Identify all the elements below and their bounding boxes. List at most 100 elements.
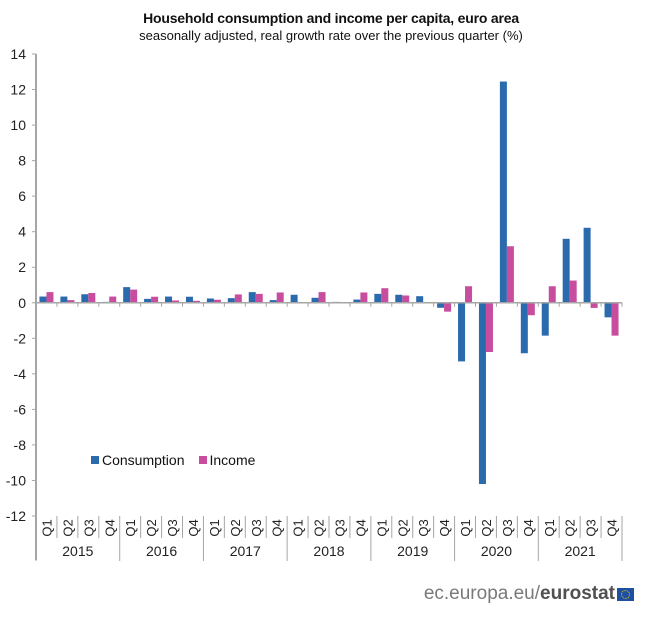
quarter-label: Q4: [605, 519, 620, 536]
bar-income: [444, 302, 452, 312]
bar-consumption: [311, 297, 319, 303]
y-tick-label: 14: [10, 46, 26, 62]
bar-consumption: [395, 294, 403, 303]
quarter-label: Q4: [353, 519, 368, 536]
bar-income: [109, 296, 117, 303]
quarter-label: Q1: [458, 519, 473, 536]
quarter-label: Q1: [123, 519, 138, 536]
y-tick-label: 6: [18, 188, 26, 204]
bar-consumption: [269, 300, 277, 303]
bar-consumption: [437, 302, 445, 308]
bar-consumption: [541, 302, 549, 336]
y-tick-label: 2: [18, 259, 26, 275]
chart-subtitle: seasonally adjusted, real growth rate ov…: [139, 28, 523, 43]
year-label: 2015: [62, 543, 93, 559]
bar-consumption: [123, 287, 131, 303]
bar-consumption: [60, 296, 68, 303]
year-label: 2016: [146, 543, 177, 559]
legend-swatch-income: [198, 456, 207, 464]
bar-income: [381, 288, 389, 303]
legend-label-consumption: Consumption: [102, 452, 185, 468]
y-tick-label: 0: [18, 295, 26, 311]
bar-income: [192, 300, 200, 303]
quarter-label: Q2: [60, 519, 75, 536]
bar-consumption: [39, 296, 47, 303]
y-tick-label: 8: [18, 153, 26, 169]
quarter-label: Q3: [584, 519, 599, 536]
bar-consumption: [144, 298, 152, 303]
quarter-label: Q2: [144, 519, 159, 536]
quarter-label: Q2: [479, 519, 494, 536]
bar-consumption: [227, 298, 235, 303]
bar-income: [318, 292, 326, 303]
quarter-label: Q4: [270, 519, 285, 536]
chart-title: Household consumption and income per cap…: [143, 10, 519, 26]
y-tick-label: -8: [14, 437, 27, 453]
bar-consumption: [185, 296, 193, 303]
quarter-label: Q4: [437, 519, 452, 536]
legend-swatch-consumption: [91, 456, 99, 464]
bar-income: [548, 286, 556, 303]
year-label: 2021: [565, 543, 596, 559]
legend-item-consumption: Consumption: [91, 452, 185, 468]
bar-income: [485, 302, 493, 352]
bar-consumption: [499, 81, 507, 303]
bar-income: [255, 293, 263, 303]
bar-consumption: [290, 294, 298, 303]
quarter-label: Q1: [207, 519, 222, 536]
bar-consumption: [562, 238, 570, 303]
bar-income: [172, 300, 180, 303]
year-label: 2018: [313, 543, 344, 559]
bar-income: [276, 292, 284, 303]
legend-label-income: Income: [209, 452, 256, 468]
bar-income: [590, 302, 598, 308]
source-footer: ec.europa.eu/eurostat: [424, 583, 634, 605]
footer-brand: eurostat: [540, 583, 615, 604]
legend-item-income: Income: [198, 452, 256, 468]
bar-income: [611, 302, 619, 336]
bar-consumption: [353, 299, 361, 303]
bar-consumption: [81, 294, 89, 303]
quarter-label: Q2: [312, 519, 327, 536]
bar-income: [506, 246, 514, 303]
quarter-label: Q3: [165, 519, 180, 536]
y-tick-label: 4: [18, 224, 26, 240]
bar-income: [213, 299, 221, 303]
eu-flag-icon: [617, 587, 634, 601]
y-tick-label: -12: [6, 508, 26, 524]
year-label: 2019: [397, 543, 428, 559]
bar-income: [527, 302, 535, 316]
year-label: 2020: [481, 543, 512, 559]
y-tick-label: -6: [14, 401, 27, 417]
quarter-label: Q3: [500, 519, 515, 536]
bar-consumption: [206, 298, 214, 303]
bar-income: [402, 295, 410, 303]
footer-site: ec.europa.eu/: [423, 583, 541, 604]
y-tick-label: -4: [14, 366, 27, 382]
bar-income: [46, 292, 54, 303]
bar-consumption: [520, 302, 528, 354]
year-label: 2017: [230, 543, 261, 559]
quarter-label: Q1: [374, 519, 389, 536]
y-tick-label: -10: [6, 472, 26, 488]
quarter-label: Q3: [332, 519, 347, 536]
bar-income: [67, 300, 75, 303]
bar-income: [360, 292, 368, 303]
bar-consumption: [374, 293, 382, 303]
bar-consumption: [583, 227, 591, 303]
y-tick-label: 12: [10, 82, 26, 98]
quarter-label: Q2: [395, 519, 410, 536]
bar-income: [130, 289, 138, 303]
bar-consumption: [604, 302, 612, 318]
quarter-label: Q3: [249, 519, 264, 536]
quarter-label: Q3: [416, 519, 431, 536]
bar-consumption: [478, 302, 486, 485]
y-tick-label: 10: [10, 117, 26, 133]
bar-income: [569, 280, 577, 303]
bar-income: [465, 286, 473, 303]
quarter-label: Q4: [186, 519, 201, 536]
quarter-label: Q4: [102, 519, 117, 536]
bar-income: [151, 296, 159, 303]
bar-consumption: [248, 292, 256, 303]
